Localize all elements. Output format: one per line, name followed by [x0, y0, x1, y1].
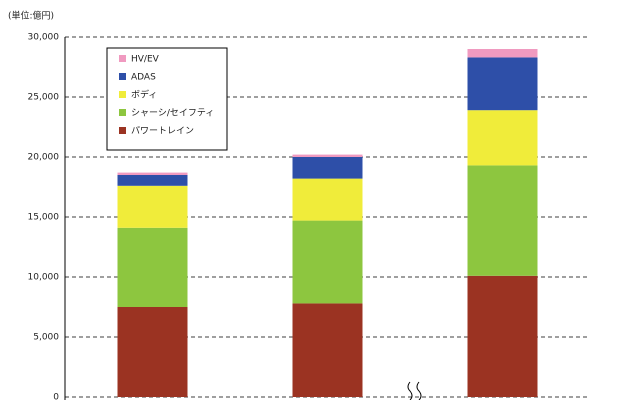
legend-swatch: [119, 109, 126, 116]
legend-swatch: [119, 91, 126, 98]
bar-segment: [117, 227, 188, 307]
y-tick-label: 25,000: [28, 93, 60, 103]
bar-segment: [117, 307, 188, 397]
legend-label: パワートレイン: [131, 126, 194, 137]
unit-label: (単位:億円): [8, 10, 54, 22]
legend-label: ボディ: [131, 89, 157, 101]
legend-swatch: [119, 73, 126, 80]
y-tick-label: 30,000: [28, 33, 60, 43]
y-tick-label: 15,000: [28, 213, 60, 223]
legend-label: HV/EV: [131, 55, 160, 65]
legend-box: [106, 47, 228, 151]
bar-segment: [467, 49, 538, 58]
bar-segment: [117, 172, 188, 175]
bar-segment: [292, 178, 363, 221]
bar-segment: [467, 165, 538, 276]
y-tick-label: 20,000: [28, 153, 60, 163]
bar-segment: [292, 220, 363, 304]
bar-segment: [292, 154, 363, 157]
legend-swatch: [119, 127, 126, 134]
y-tick-label: 10,000: [28, 273, 60, 283]
y-tick-label: 5,000: [33, 333, 59, 343]
bar-segment: [467, 110, 538, 166]
bar-segment: [292, 157, 363, 179]
bar-segment: [117, 185, 188, 228]
bar-segment: [467, 275, 538, 397]
legend-swatch: [119, 55, 126, 62]
legend-label: ADAS: [131, 73, 156, 83]
bar-segment: [292, 303, 363, 397]
bar-segment: [117, 175, 188, 186]
axis-break: [407, 381, 422, 400]
bar-segment: [467, 57, 538, 111]
legend-label: シャーシ/セイフティ: [131, 108, 214, 119]
y-tick-label: 0: [53, 393, 59, 400]
